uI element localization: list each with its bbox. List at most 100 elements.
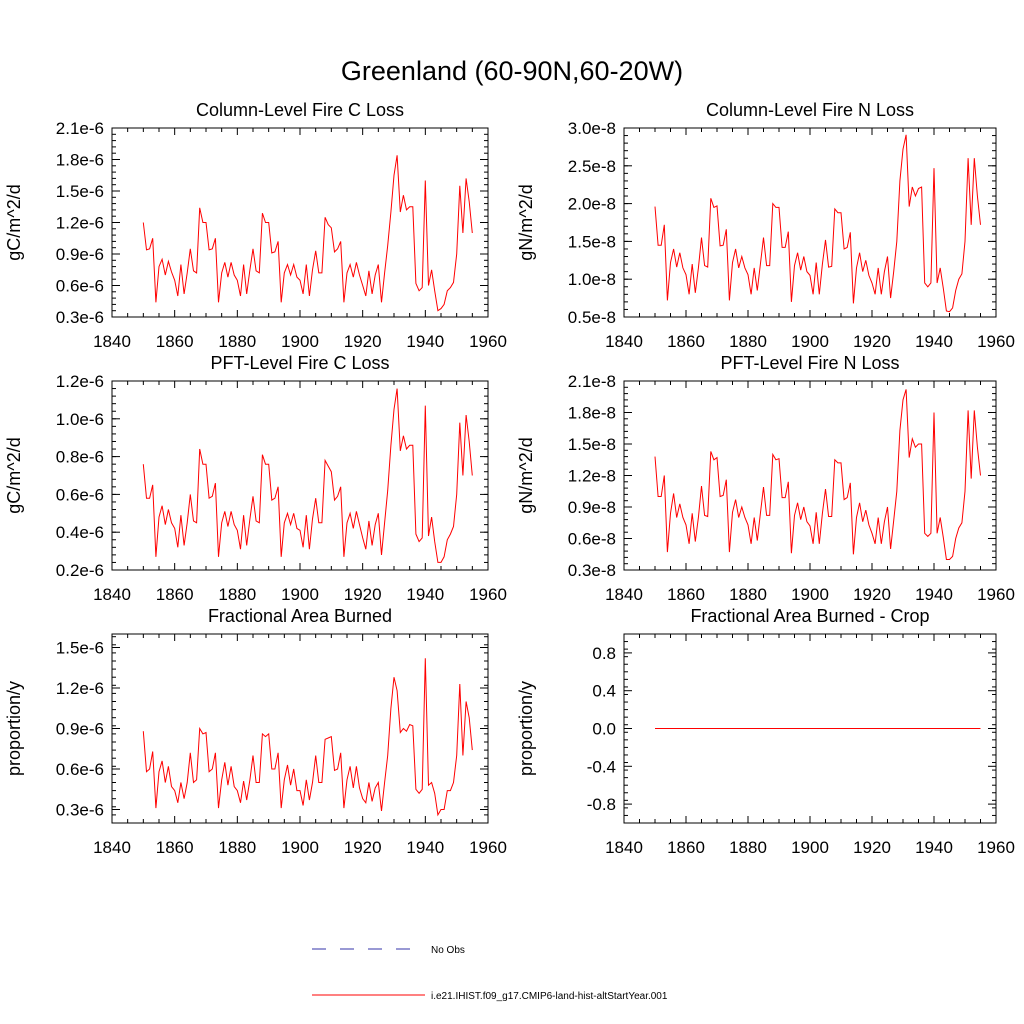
x-tick-label: 1920 (853, 838, 891, 857)
y-tick-label: 1.5e-8 (568, 435, 616, 454)
y-axis-label: gN/m^2/d (516, 437, 536, 513)
x-tick-label: 1940 (406, 332, 444, 351)
y-tick-label: 2.1e-8 (568, 372, 616, 391)
y-tick-label: 1.2e-6 (56, 679, 104, 698)
x-tick-label: 1920 (344, 332, 382, 351)
y-tick-label: -0.4 (587, 757, 616, 776)
x-tick-label: 1840 (93, 585, 131, 604)
x-tick-label: 1900 (791, 838, 829, 857)
y-tick-label: 0.9e-6 (56, 245, 104, 264)
x-tick-label: 1840 (605, 332, 643, 351)
x-tick-label: 1960 (977, 332, 1015, 351)
y-tick-label: 1.2e-6 (56, 372, 104, 391)
plot-frame (623, 380, 997, 571)
x-tick-label: 1940 (915, 585, 953, 604)
y-tick-label: 0.6e-6 (56, 485, 104, 504)
y-tick-label: 0.8 (592, 644, 616, 663)
x-tick-label: 1880 (218, 585, 256, 604)
x-tick-label: 1840 (93, 838, 131, 857)
y-tick-label: 0.9e-6 (56, 720, 104, 739)
y-tick-label: 1.5e-6 (56, 639, 104, 658)
y-tick-label: 1.8e-6 (56, 151, 104, 170)
plot-frame (623, 127, 997, 318)
x-tick-label: 1860 (156, 585, 194, 604)
y-axis-label: proportion/y (4, 681, 24, 776)
y-tick-label: 2.0e-8 (568, 195, 616, 214)
y-tick-label: 0.6e-8 (568, 530, 616, 549)
figure-title: Greenland (60-90N,60-20W) (341, 56, 683, 86)
legend-label-no-obs: No Obs (431, 945, 465, 956)
y-tick-label: 1.8e-8 (568, 404, 616, 423)
series-line (142, 155, 473, 312)
panel-title: Column-Level Fire C Loss (196, 100, 404, 120)
y-axis-label: proportion/y (516, 681, 536, 776)
legend: No Obs i.e21.IHIST.f09_g17.CMIP6-land-hi… (312, 945, 668, 1002)
panel-6: Fractional Area Burned - Crop proportion/… (516, 606, 1015, 857)
panel-title: Fractional Area Burned - Crop (690, 606, 929, 626)
y-tick-label: 1.0e-8 (568, 270, 616, 289)
y-tick-label: 0.6e-6 (56, 760, 104, 779)
y-tick-label: 0.9e-8 (568, 498, 616, 517)
series-line (142, 388, 473, 563)
panel-2: Column-Level Fire N Loss gN/m^2/d 1840 1860… (516, 100, 1015, 351)
y-tick-label: 0.0 (592, 720, 616, 739)
y-tick-label: 0.4 (592, 682, 616, 701)
plot-frame (111, 380, 489, 571)
y-tick-label: 3.0e-8 (568, 119, 616, 138)
y-tick-label: 1.2e-6 (56, 214, 104, 233)
x-tick-label: 1900 (791, 332, 829, 351)
series-line (654, 134, 981, 313)
x-tick-label: 1880 (729, 585, 767, 604)
x-tick-label: 1920 (344, 585, 382, 604)
panels: Column-Level Fire C Loss gC/m^2/d 1840 1860… (4, 100, 1015, 857)
y-tick-label: 0.8e-6 (56, 448, 104, 467)
x-tick-label: 1940 (406, 838, 444, 857)
x-tick-label: 1860 (667, 838, 705, 857)
series-line (654, 389, 981, 560)
y-axis-label: gN/m^2/d (516, 184, 536, 260)
x-tick-label: 1960 (977, 838, 1015, 857)
x-tick-label: 1860 (667, 585, 705, 604)
y-tick-label: 2.1e-6 (56, 119, 104, 138)
panel-title: PFT-Level Fire N Loss (720, 353, 899, 373)
y-tick-label: 0.3e-6 (56, 308, 104, 327)
x-tick-label: 1940 (406, 585, 444, 604)
x-tick-label: 1860 (667, 332, 705, 351)
x-tick-label: 1960 (469, 332, 507, 351)
x-tick-label: 1860 (156, 332, 194, 351)
y-tick-label: -0.8 (587, 795, 616, 814)
x-tick-label: 1840 (605, 838, 643, 857)
x-tick-label: 1840 (605, 585, 643, 604)
panel-4: PFT-Level Fire N Loss gN/m^2/d 1840 1860 188… (516, 353, 1015, 604)
panel-1: Column-Level Fire C Loss gC/m^2/d 1840 1860… (4, 100, 507, 351)
y-tick-label: 0.3e-8 (568, 561, 616, 580)
y-tick-label: 1.0e-6 (56, 410, 104, 429)
panel-5: Fractional Area Burned proportion/y 1840 18… (4, 606, 507, 857)
y-tick-label: 2.5e-8 (568, 157, 616, 176)
y-tick-label: 1.5e-6 (56, 182, 104, 201)
x-tick-label: 1880 (218, 838, 256, 857)
x-tick-label: 1840 (93, 332, 131, 351)
y-tick-label: 1.2e-8 (568, 467, 616, 486)
panel-title: Fractional Area Burned (208, 606, 392, 626)
y-tick-label: 0.2e-6 (56, 561, 104, 580)
x-tick-label: 1880 (729, 838, 767, 857)
y-axis-label: gC/m^2/d (4, 184, 24, 260)
x-tick-label: 1900 (281, 332, 319, 351)
x-tick-label: 1960 (469, 585, 507, 604)
y-axis-label: gC/m^2/d (4, 437, 24, 513)
x-tick-label: 1920 (853, 332, 891, 351)
x-tick-label: 1940 (915, 332, 953, 351)
x-tick-label: 1940 (915, 838, 953, 857)
x-tick-label: 1900 (281, 585, 319, 604)
x-tick-label: 1920 (344, 838, 382, 857)
x-tick-label: 1900 (791, 585, 829, 604)
series-line (142, 658, 473, 817)
plot-frame (111, 633, 489, 824)
panel-3: PFT-Level Fire C Loss gC/m^2/d 1840 1860 188… (4, 353, 507, 604)
plot-frame (111, 127, 489, 318)
y-tick-label: 0.4e-6 (56, 523, 104, 542)
x-tick-label: 1960 (469, 838, 507, 857)
y-tick-label: 1.5e-8 (568, 232, 616, 251)
